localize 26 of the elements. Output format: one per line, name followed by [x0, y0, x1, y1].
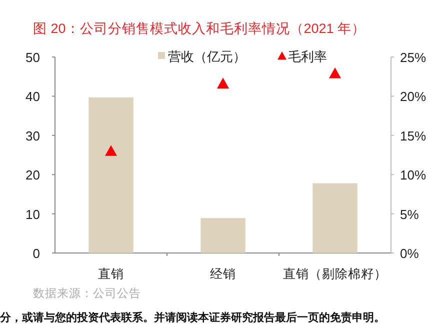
y-tick-label: 50 — [26, 50, 40, 65]
x-tick-label: 直销（剔除棉籽） — [283, 267, 387, 281]
x-tick-label: 经销 — [210, 267, 236, 281]
y2-tick-label: 0% — [400, 246, 420, 261]
y2-tick-label: 5% — [400, 206, 420, 222]
y-tick-label: 40 — [26, 89, 40, 104]
y2-tick-label: 15% — [400, 128, 426, 144]
point — [329, 67, 341, 78]
point — [217, 78, 229, 88]
source-note: 数据来源：公司公告 — [33, 287, 141, 300]
legend-label: 营收（亿元） — [168, 49, 246, 64]
y-tick-label: 30 — [26, 128, 40, 144]
y-tick-label: 0 — [32, 246, 40, 261]
point — [105, 145, 117, 156]
bar — [200, 218, 246, 253]
chart-title: 图 20：公司分销售模式收入和毛利率情况（2021 年） — [33, 21, 366, 36]
legend-label: 毛利率 — [288, 49, 327, 64]
bar — [312, 183, 358, 253]
bar — [88, 97, 134, 253]
y2-tick-label: 25% — [400, 50, 426, 65]
y2-tick-label: 20% — [400, 89, 426, 104]
y-tick-label: 10 — [26, 206, 40, 222]
y2-tick-label: 10% — [400, 168, 426, 183]
text: 分，或请与您的投资代表联系。并请阅读本证券研究报告最后一页的免责申明。 — [0, 311, 385, 324]
x-tick-label: 直销 — [98, 267, 124, 281]
y-tick-label: 20 — [26, 168, 40, 183]
